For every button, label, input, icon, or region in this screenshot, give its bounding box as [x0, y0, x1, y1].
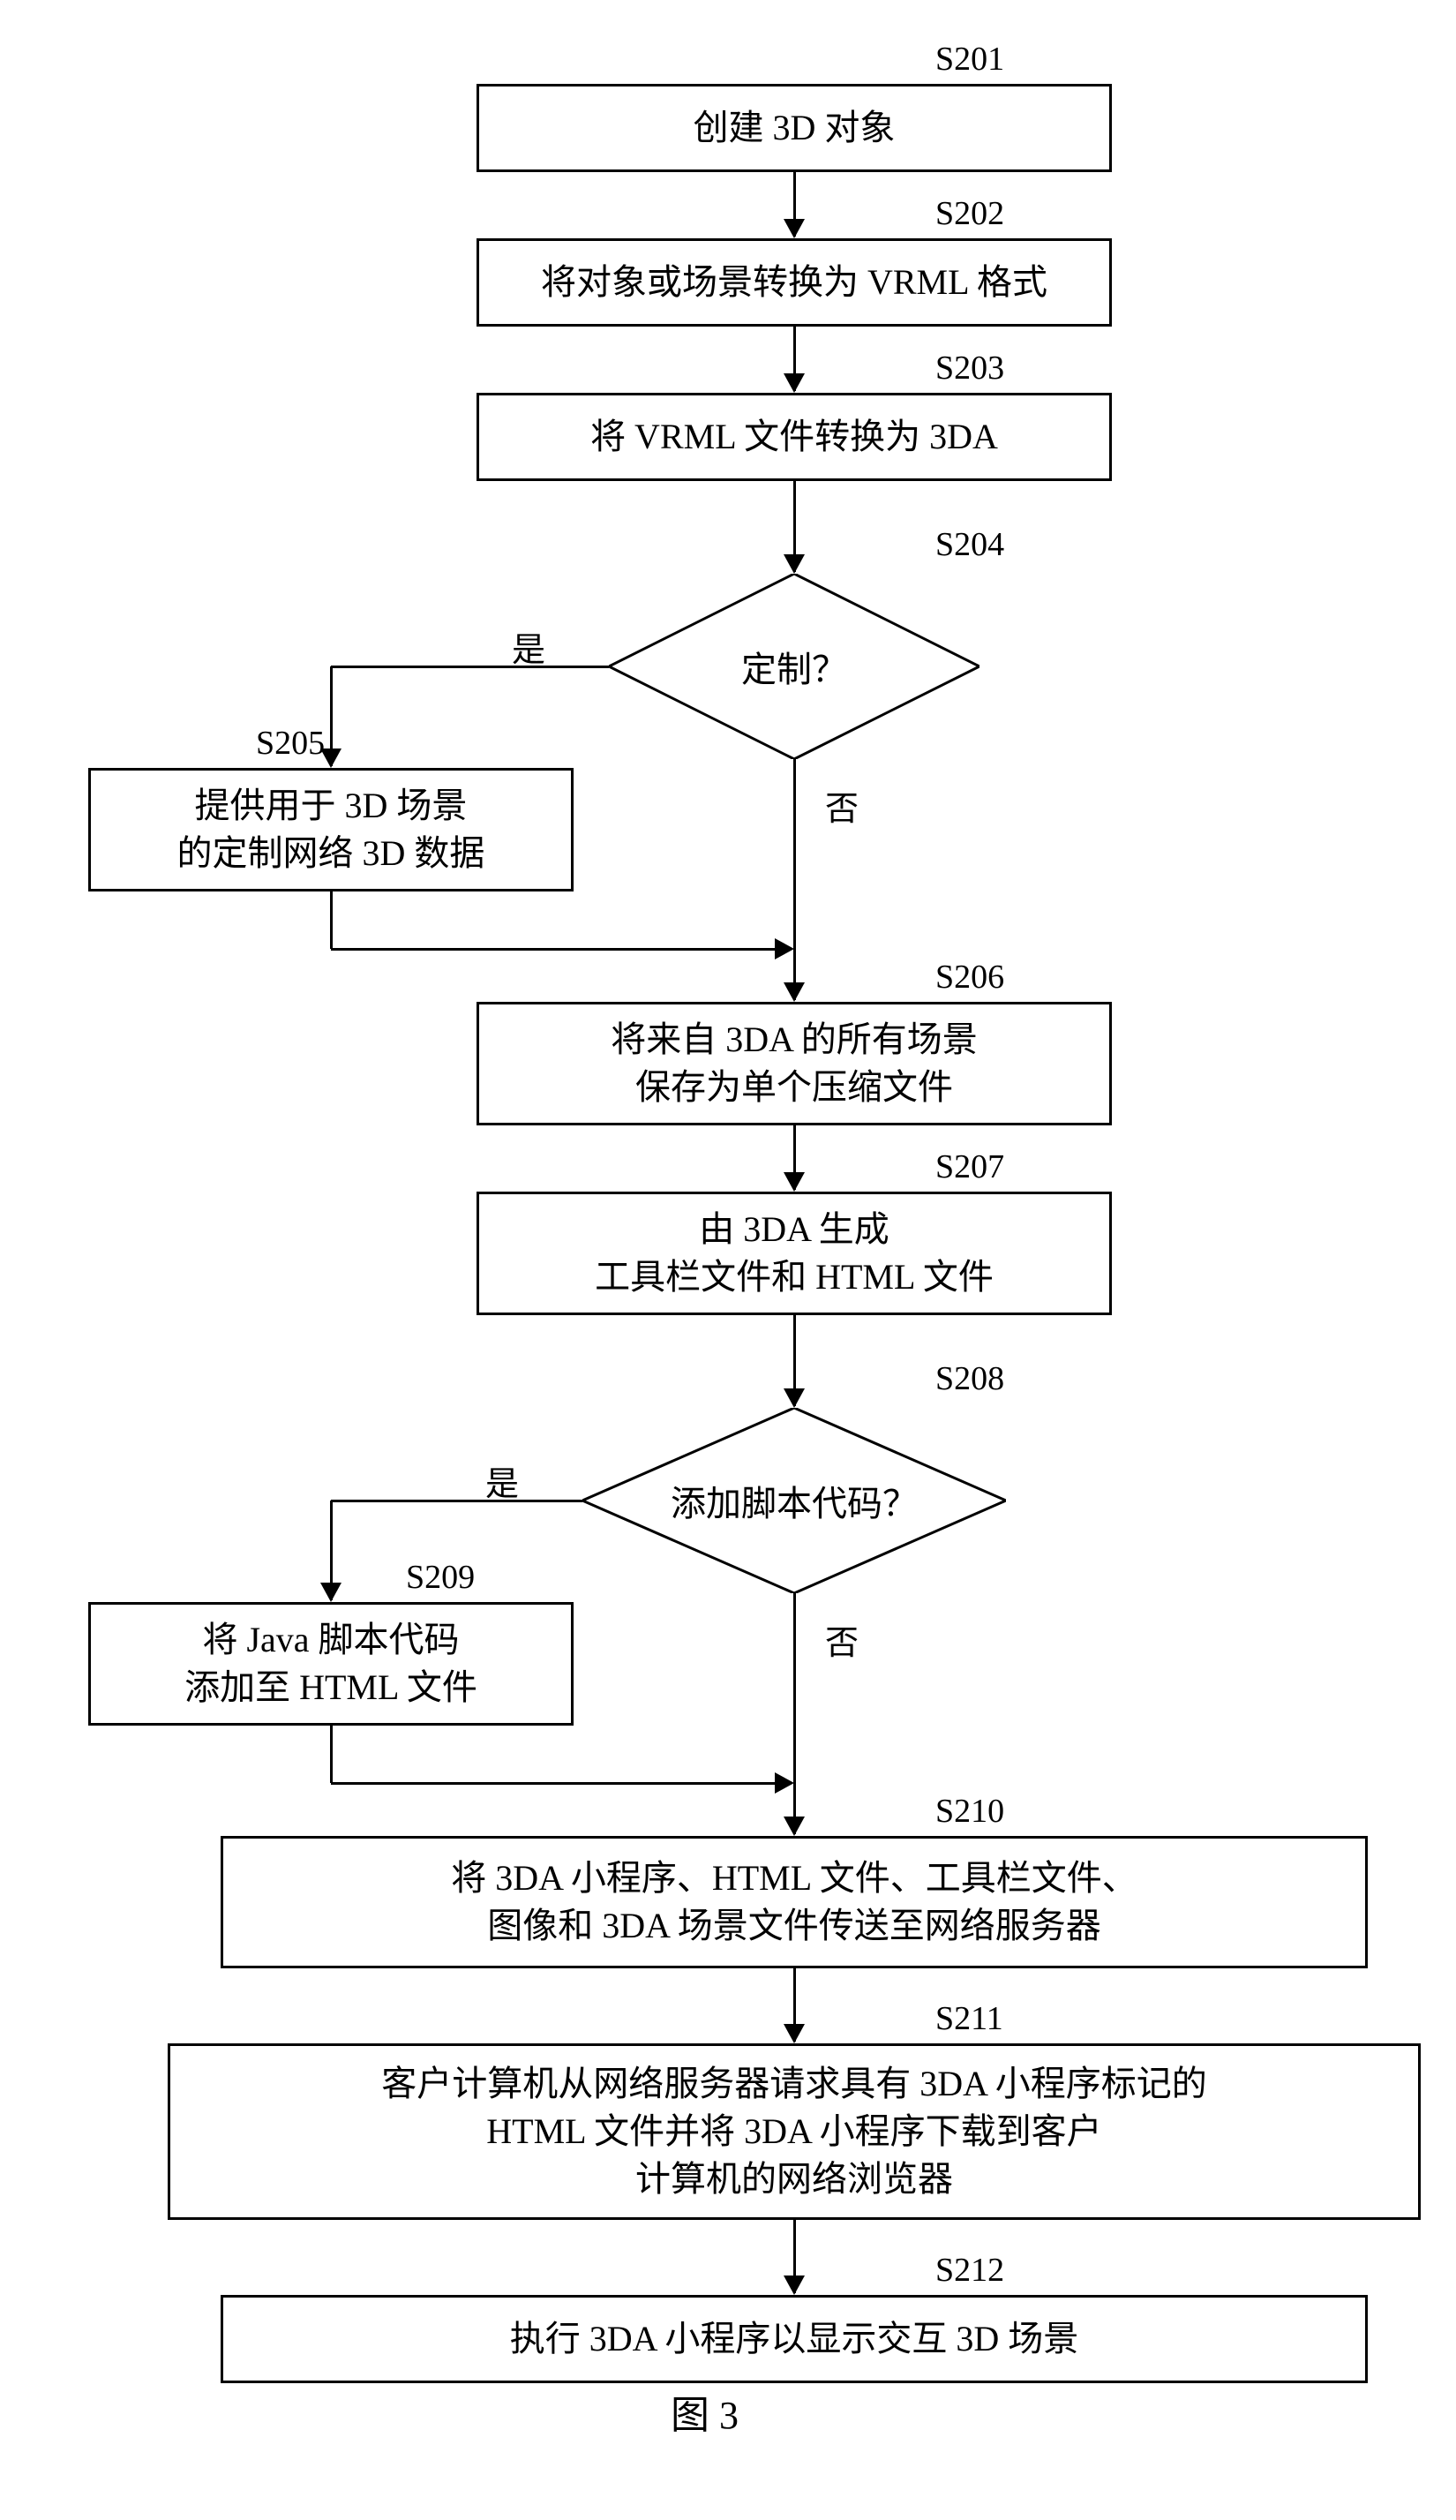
step-label-s208: S208	[935, 1359, 1004, 1398]
step-label-s202: S202	[935, 194, 1004, 233]
figure-caption: 图 3	[671, 2383, 739, 2440]
branch-label-s204_no: 否	[825, 781, 859, 830]
flowchart-root: 创建 3D 对象将对象或场景转换为 VRML 格式将 VRML 文件转换为 3D…	[35, 35, 1421, 2485]
branch-label-s204_yes: 是	[512, 622, 545, 671]
step-label-s210: S210	[935, 1792, 1004, 1831]
flow-box-s201: 创建 3D 对象	[477, 84, 1112, 172]
step-label-s206: S206	[935, 958, 1004, 997]
step-label-s211: S211	[935, 1999, 1003, 2038]
flow-box-s206: 将来自 3DA 的所有场景保存为单个压缩文件	[477, 1002, 1112, 1125]
flow-box-s202: 将对象或场景转换为 VRML 格式	[477, 238, 1112, 327]
flow-box-s209: 将 Java 脚本代码添加至 HTML 文件	[88, 1602, 574, 1726]
flow-diamond-s208: 添加脚本代码？	[582, 1408, 1006, 1593]
flow-box-s205: 提供用于 3D 场景的定制网络 3D 数据	[88, 768, 574, 891]
branch-label-s208_no: 否	[825, 1615, 859, 1664]
flow-box-s211: 客户计算机从网络服务器请求具有 3DA 小程序标记的HTML 文件并将 3DA …	[168, 2043, 1421, 2220]
step-label-s204: S204	[935, 525, 1004, 564]
flow-box-s212: 执行 3DA 小程序以显示交互 3D 场景	[221, 2295, 1368, 2383]
step-label-s212: S212	[935, 2251, 1004, 2290]
step-label-s209: S209	[406, 1558, 475, 1597]
flow-box-s203: 将 VRML 文件转换为 3DA	[477, 393, 1112, 481]
step-label-s203: S203	[935, 349, 1004, 387]
step-label-s207: S207	[935, 1147, 1004, 1186]
flow-box-s210: 将 3DA 小程序、HTML 文件、工具栏文件、图像和 3DA 场景文件传送至网…	[221, 1836, 1368, 1968]
step-label-s205: S205	[256, 724, 325, 763]
flow-box-s207: 由 3DA 生成工具栏文件和 HTML 文件	[477, 1192, 1112, 1315]
flow-diamond-s204: 定制？	[609, 574, 979, 759]
step-label-s201: S201	[935, 40, 1004, 79]
branch-label-s208_yes: 是	[485, 1456, 519, 1505]
